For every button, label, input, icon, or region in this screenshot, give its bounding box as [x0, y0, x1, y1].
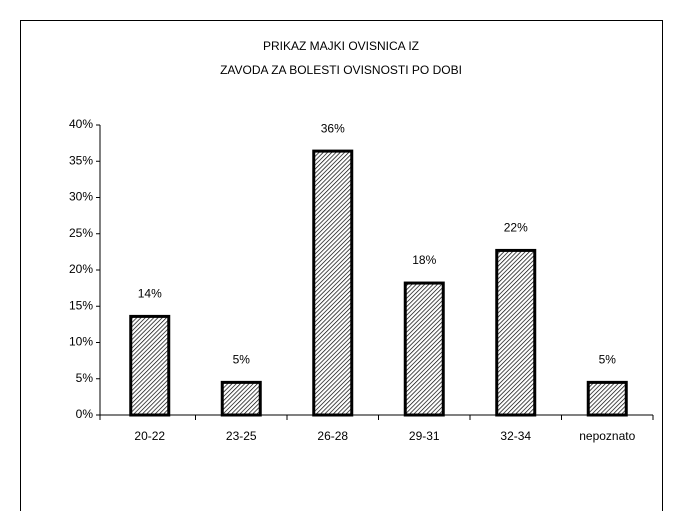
bar: [495, 248, 537, 417]
bar: [312, 149, 354, 417]
y-tick-label: 5%: [76, 371, 94, 385]
x-tick-label: 26-28: [317, 429, 348, 443]
x-tick-label: 29-31: [409, 429, 440, 443]
bar: [586, 380, 628, 417]
x-tick-label: 23-25: [226, 429, 257, 443]
data-label: 22%: [504, 221, 528, 235]
chart-title: PRIKAZ MAJKI OVISNICA IZ: [263, 39, 419, 53]
y-tick-label: 40%: [69, 117, 93, 131]
x-tick-label: nepoznato: [579, 429, 635, 443]
data-label: 5%: [599, 353, 617, 367]
data-label: 5%: [233, 353, 251, 367]
y-tick-label: 30%: [69, 190, 93, 204]
bar: [220, 380, 262, 417]
x-tick-label: 20-22: [134, 429, 165, 443]
chart-title: ZAVODA ZA BOLESTI OVISNOSTI PO DOBI: [220, 63, 462, 77]
data-label: 18%: [412, 253, 436, 267]
y-tick-label: 20%: [69, 262, 93, 276]
bar: [129, 314, 171, 417]
y-tick-label: 0%: [76, 407, 94, 421]
data-label: 36%: [321, 121, 345, 135]
chart-frame: [20, 20, 663, 511]
bar: [403, 281, 445, 417]
y-tick-label: 35%: [69, 153, 93, 167]
y-tick-label: 10%: [69, 335, 93, 349]
x-tick-label: 32-34: [500, 429, 531, 443]
y-tick-label: 15%: [69, 298, 93, 312]
y-tick-label: 25%: [69, 226, 93, 240]
data-label: 14%: [138, 287, 162, 301]
